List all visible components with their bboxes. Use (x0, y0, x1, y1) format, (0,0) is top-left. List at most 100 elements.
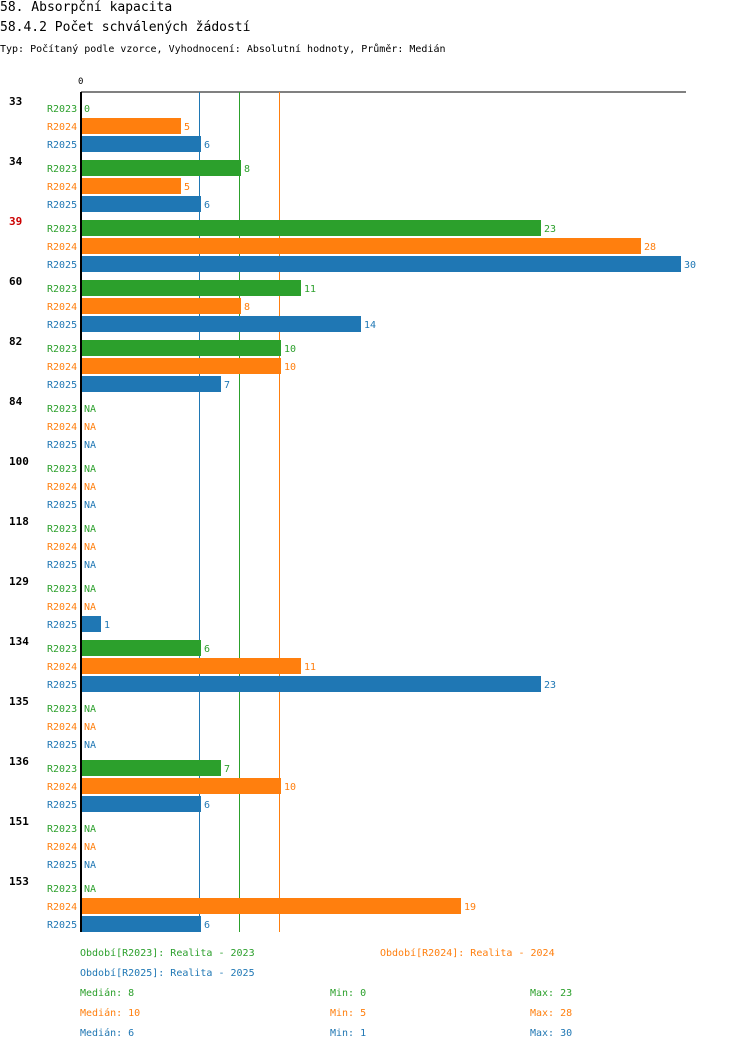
category-label: 134 (9, 635, 29, 648)
series-label: R2024 (47, 902, 77, 913)
series-label: R2023 (47, 284, 77, 295)
series-label: R2025 (47, 500, 77, 511)
bar-chart: 0 33 R2023 0 R2024 5 R2025 6 34 R2023 8 R2024 5 R2025… (9, 77, 696, 932)
data-label: 11 (304, 662, 316, 673)
category-label: 153 (9, 875, 29, 888)
data-label: 23 (544, 680, 556, 691)
na-label: NA (84, 602, 96, 613)
bar-r2024 (81, 898, 461, 914)
na-label: NA (84, 842, 96, 853)
bar-r2023 (81, 640, 201, 656)
x-tick-label: 0 (78, 77, 83, 87)
data-label: 6 (204, 644, 210, 655)
category-label: 136 (9, 755, 29, 768)
series-label: R2023 (47, 584, 77, 595)
series-label: R2024 (47, 422, 77, 433)
series-label: R2023 (47, 344, 77, 355)
series-label: R2023 (47, 524, 77, 535)
series-label: R2024 (47, 602, 77, 613)
na-label: NA (84, 884, 96, 895)
data-label: 11 (304, 284, 316, 295)
series-label: R2025 (47, 800, 77, 811)
na-label: NA (84, 500, 96, 511)
category-label: 118 (9, 515, 29, 528)
series-label: R2023 (47, 704, 77, 715)
bar-r2023 (81, 340, 281, 356)
category-label: 60 (9, 275, 22, 288)
bar-r2023 (81, 760, 221, 776)
data-label: 10 (284, 782, 296, 793)
chart-info: Typ: Počítaný podle vzorce, Vyhodnocení:… (0, 44, 446, 55)
data-label: 10 (284, 344, 296, 355)
series-label: R2024 (47, 182, 77, 193)
series-label: R2024 (47, 482, 77, 493)
series-label: R2023 (47, 224, 77, 235)
series-label: R2025 (47, 140, 77, 151)
data-label: 23 (544, 224, 556, 235)
bar-r2025 (81, 256, 681, 272)
series-label: R2024 (47, 302, 77, 313)
category-label: 129 (9, 575, 29, 588)
stat-median-r2024: Medián: 10 (80, 1008, 141, 1019)
bar-r2024 (81, 358, 281, 374)
data-label: 6 (204, 200, 210, 211)
series-label: R2025 (47, 440, 77, 451)
category-label: 100 (9, 455, 29, 468)
category-label: 151 (9, 815, 29, 828)
category-label: 34 (9, 155, 23, 168)
series-label: R2025 (47, 200, 77, 211)
data-label: 6 (204, 140, 210, 151)
legend-r2025: Období[R2025]: Realita - 2025 (80, 968, 255, 979)
data-label: 1 (104, 620, 110, 631)
data-label: 8 (244, 302, 250, 313)
category-label: 33 (9, 95, 22, 108)
category-label: 84 (9, 395, 23, 408)
series-label: R2024 (47, 242, 77, 253)
stat-max-r2023: Max: 23 (530, 988, 573, 999)
na-label: NA (84, 560, 96, 571)
na-label: NA (84, 584, 96, 595)
data-label: 30 (684, 260, 696, 271)
bar-r2025 (81, 196, 201, 212)
stat-max-r2025: Max: 30 (530, 1028, 573, 1039)
data-label: 10 (284, 362, 296, 373)
bar-r2025 (81, 916, 201, 932)
na-label: NA (84, 524, 96, 535)
data-label: 6 (204, 800, 210, 811)
stat-min-r2024: Min: 5 (330, 1008, 367, 1019)
series-label: R2023 (47, 884, 77, 895)
series-label: R2025 (47, 620, 77, 631)
bar-r2024 (81, 298, 241, 314)
bar-r2023 (81, 160, 241, 176)
na-label: NA (84, 860, 96, 871)
na-label: NA (84, 824, 96, 835)
data-label: 28 (644, 242, 656, 253)
series-label: R2023 (47, 464, 77, 475)
series-label: R2024 (47, 842, 77, 853)
bar-r2025 (81, 796, 201, 812)
series-label: R2023 (47, 164, 77, 175)
stat-min-r2023: Min: 0 (330, 988, 367, 999)
category-label: 82 (9, 335, 22, 348)
data-label: 14 (364, 320, 376, 331)
bar-r2025 (81, 136, 201, 152)
na-label: NA (84, 464, 96, 475)
data-label: 6 (204, 920, 210, 931)
stat-max-r2024: Max: 28 (530, 1008, 573, 1019)
legend-r2024: Období[R2024]: Realita - 2024 (380, 948, 555, 959)
series-label: R2025 (47, 920, 77, 931)
series-label: R2024 (47, 362, 77, 373)
page-title: 58. Absorpční kapacita (0, 0, 173, 15)
bar-r2025 (81, 316, 361, 332)
series-label: R2025 (47, 320, 77, 331)
data-label: 5 (184, 182, 190, 193)
series-label: R2023 (47, 644, 77, 655)
series-label: R2025 (47, 680, 77, 691)
bar-r2023 (81, 280, 301, 296)
stat-min-r2025: Min: 1 (330, 1028, 367, 1039)
data-label: 7 (224, 764, 230, 775)
na-label: NA (84, 704, 96, 715)
series-label: R2024 (47, 782, 77, 793)
data-label: 8 (244, 164, 250, 175)
series-label: R2023 (47, 104, 77, 115)
